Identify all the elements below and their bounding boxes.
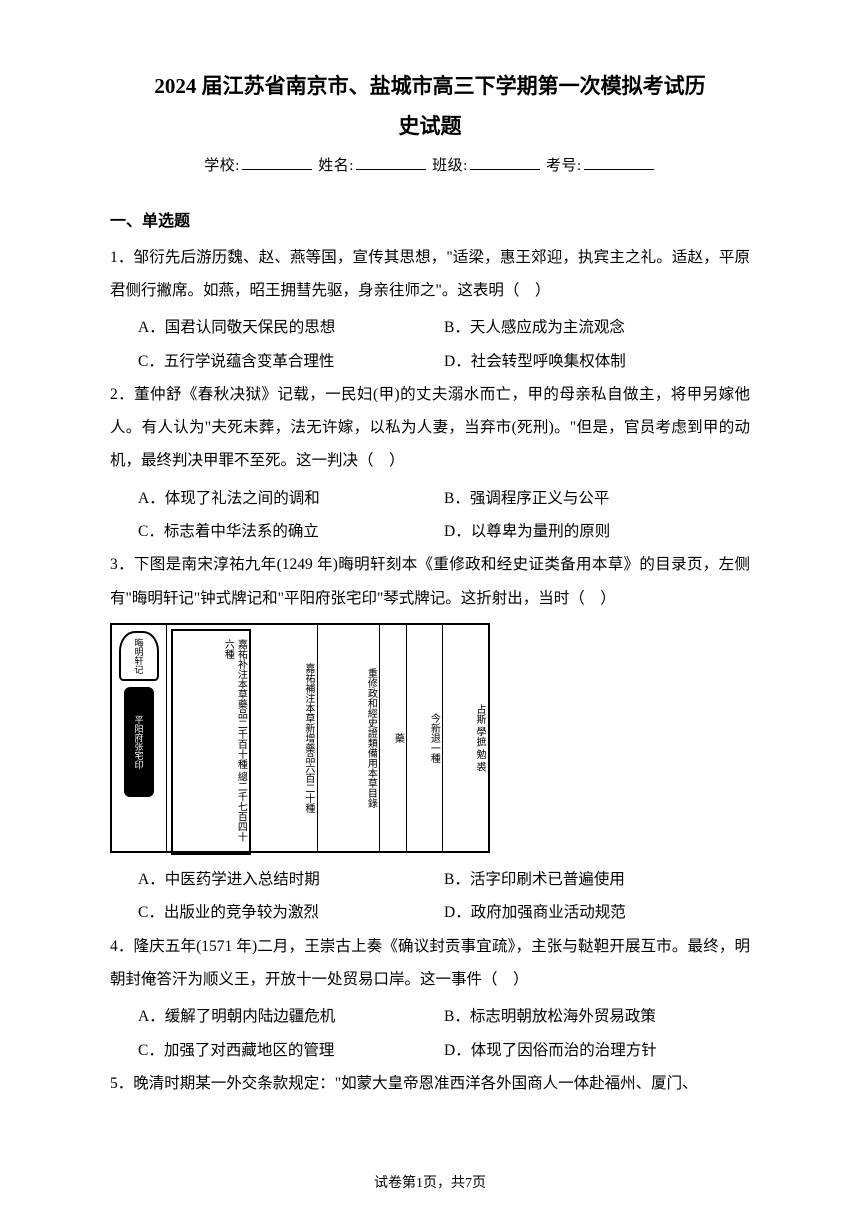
option-1D: D．社会转型呼唤集权体制 bbox=[444, 345, 750, 378]
seal-top: 晦明轩记 bbox=[119, 631, 159, 681]
option-2B: B．强调程序正义与公平 bbox=[444, 482, 750, 515]
figure-col-1: 嘉祐补注本草藥品二千百十種 總二千七百四十六種 bbox=[171, 629, 251, 855]
question-4-stem: 4．隆庆五年(1571 年)二月，王崇古上奏《确议封贡事宜疏》，主张与鞑靼开展互… bbox=[110, 938, 750, 988]
seal-bottom: 平阳府张宅印 bbox=[124, 687, 154, 797]
label-examno: 考号: bbox=[546, 158, 582, 174]
option-2D: D．以尊卑为量刑的原则 bbox=[444, 515, 750, 548]
blank-name bbox=[356, 154, 426, 170]
question-3-options: A．中医药学进入总结时期 B．活字印刷术已普遍使用 C．出版业的竞争较为激烈 D… bbox=[110, 863, 750, 930]
option-1B: B．天人感应成为主流观念 bbox=[444, 311, 750, 344]
option-4D: D．体现了因俗而治的治理方针 bbox=[444, 1034, 750, 1067]
question-2-stem: 2．董仲舒《春秋决狱》记载，一民妇(甲)的丈夫溺水而亡，甲的母亲私自做主，将甲另… bbox=[110, 386, 750, 470]
question-2: 2．董仲舒《春秋决狱》记载，一民妇(甲)的丈夫溺水而亡，甲的母亲私自做主，将甲另… bbox=[110, 378, 750, 478]
option-4A: A．缓解了明朝内陆边疆危机 bbox=[138, 1000, 444, 1033]
option-3B: B．活字印刷术已普遍使用 bbox=[444, 863, 750, 896]
option-3D: D．政府加强商业活动规范 bbox=[444, 896, 750, 929]
student-info-line: 学校: 姓名: 班级: 考号: bbox=[110, 154, 750, 175]
question-3-figure: 晦明轩记 平阳府张宅印 嘉祐补注本草藥品二千百十種 總二千七百四十六種 嘉祐補注… bbox=[110, 623, 490, 853]
option-1C: C．五行学说蕴含变革合理性 bbox=[138, 345, 444, 378]
option-2C: C．标志着中华法系的确立 bbox=[138, 515, 444, 548]
section-title: 一、单选题 bbox=[110, 207, 750, 231]
question-5: 5．晚清时期某一外交条款规定："如蒙大皇帝恩准西洋各外国商人一体赴福州、厦门、 bbox=[110, 1067, 750, 1100]
question-3-stem: 3．下图是南宋淳祐九年(1249 年)晦明轩刻本《重修政和经史证类备用本草》的目… bbox=[110, 556, 750, 606]
question-4-options: A．缓解了明朝内陆边疆危机 B．标志明朝放松海外贸易政策 C．加强了对西藏地区的… bbox=[110, 1000, 750, 1067]
blank-class bbox=[470, 154, 540, 170]
option-4C: C．加强了对西藏地区的管理 bbox=[138, 1034, 444, 1067]
blank-examno bbox=[584, 154, 654, 170]
page-title-line2: 史试题 bbox=[110, 110, 750, 140]
blank-school bbox=[242, 154, 312, 170]
question-3: 3．下图是南宋淳祐九年(1249 年)晦明轩刻本《重修政和经史证类备用本草》的目… bbox=[110, 548, 750, 615]
question-1-stem: 1．邹衍先后游历魏、赵、燕等国，宣传其思想，"适梁，惠王郊迎，执宾主之礼。适赵，… bbox=[110, 249, 750, 299]
figure-col-5: 今新退一種 bbox=[407, 625, 443, 851]
question-2-options: A．体现了礼法之间的调和 B．强调程序正义与公平 C．标志着中华法系的确立 D．… bbox=[110, 482, 750, 549]
label-school: 学校: bbox=[204, 158, 240, 174]
label-name: 姓名: bbox=[318, 158, 354, 174]
label-class: 班级: bbox=[432, 158, 468, 174]
page-title-line1: 2024 届江苏省南京市、盐城市高三下学期第一次模拟考试历 bbox=[110, 70, 750, 104]
option-3A: A．中医药学进入总结时期 bbox=[138, 863, 444, 896]
figure-col-6: 占斯 學摭 勉 裘 bbox=[443, 625, 488, 851]
option-1A: A．国君认同敬天保民的思想 bbox=[138, 311, 444, 344]
figure-col-3: 重修政和經史證類備用本草目錄 bbox=[318, 625, 380, 851]
figure-col-2: 嘉祐補注本草新增藥品六百二十種 bbox=[255, 625, 317, 851]
option-2A: A．体现了礼法之间的调和 bbox=[138, 482, 444, 515]
question-4: 4．隆庆五年(1571 年)二月，王崇古上奏《确议封贡事宜疏》，主张与鞑靼开展互… bbox=[110, 930, 750, 997]
option-4B: B．标志明朝放松海外贸易政策 bbox=[444, 1000, 750, 1033]
figure-seal-column: 晦明轩记 平阳府张宅印 bbox=[112, 625, 167, 851]
question-1: 1．邹衍先后游历魏、赵、燕等国，宣传其思想，"适梁，惠王郊迎，执宾主之礼。适赵，… bbox=[110, 241, 750, 308]
figure-col-4: 藥 bbox=[380, 625, 407, 851]
question-5-stem: 5．晚清时期某一外交条款规定："如蒙大皇帝恩准西洋各外国商人一体赴福州、厦门、 bbox=[110, 1075, 698, 1092]
page-footer: 试卷第1页，共7页 bbox=[0, 1172, 860, 1192]
question-1-options: A．国君认同敬天保民的思想 B．天人感应成为主流观念 C．五行学说蕴含变革合理性… bbox=[110, 311, 750, 378]
option-3C: C．出版业的竞争较为激烈 bbox=[138, 896, 444, 929]
